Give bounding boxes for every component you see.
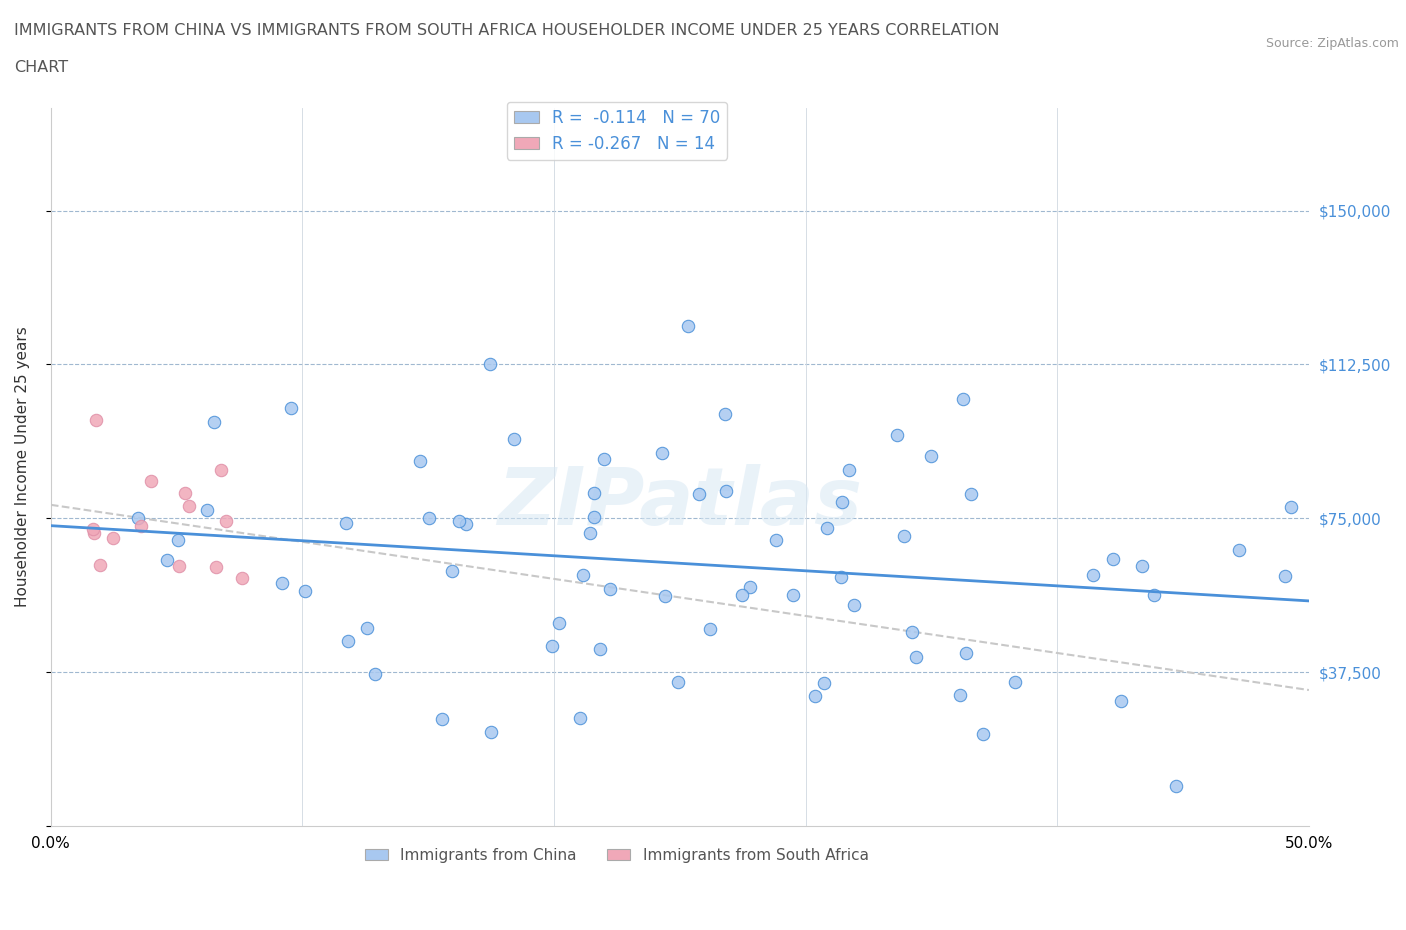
Point <box>418 511 440 525</box>
Point <box>336 633 359 648</box>
Text: CHART: CHART <box>14 60 67 75</box>
Point <box>579 525 602 540</box>
Point <box>215 513 238 528</box>
Point <box>842 597 865 612</box>
Point <box>813 675 835 690</box>
Point <box>197 502 219 517</box>
Point <box>127 511 149 525</box>
Point <box>103 531 125 546</box>
Point <box>738 579 761 594</box>
Point <box>1274 569 1296 584</box>
Point <box>905 650 928 665</box>
Point <box>831 495 853 510</box>
Point <box>569 711 592 725</box>
Point <box>583 485 606 500</box>
Point <box>202 415 225 430</box>
Point <box>1101 551 1123 566</box>
Point <box>714 484 737 498</box>
Point <box>280 401 302 416</box>
Point <box>1143 588 1166 603</box>
Point <box>1279 499 1302 514</box>
Point <box>139 473 162 488</box>
Point <box>1166 779 1188 794</box>
Point <box>169 559 191 574</box>
Point <box>920 448 942 463</box>
Point <box>82 522 104 537</box>
Point <box>167 533 190 548</box>
Point <box>948 687 970 702</box>
Point <box>599 581 621 596</box>
Point <box>409 454 432 469</box>
Point <box>1132 559 1154 574</box>
Point <box>765 532 787 547</box>
Point <box>1227 542 1250 557</box>
Point <box>479 725 502 740</box>
Point <box>678 318 700 333</box>
Point <box>294 583 316 598</box>
Text: ZIPatlas: ZIPatlas <box>498 464 862 542</box>
Point <box>364 667 387 682</box>
Point <box>582 510 605 525</box>
Point <box>441 564 464 578</box>
Point <box>731 588 754 603</box>
Text: Source: ZipAtlas.com: Source: ZipAtlas.com <box>1265 37 1399 50</box>
Point <box>156 552 179 567</box>
Point <box>838 462 860 477</box>
Point <box>1004 674 1026 689</box>
Point <box>972 726 994 741</box>
Point <box>592 451 614 466</box>
Text: IMMIGRANTS FROM CHINA VS IMMIGRANTS FROM SOUTH AFRICA HOUSEHOLDER INCOME UNDER 2: IMMIGRANTS FROM CHINA VS IMMIGRANTS FROM… <box>14 23 1000 38</box>
Point <box>666 675 689 690</box>
Point <box>479 356 502 371</box>
Point <box>231 570 253 585</box>
Point <box>548 616 571 631</box>
Point <box>815 521 838 536</box>
Point <box>179 498 201 513</box>
Point <box>205 560 228 575</box>
Point <box>174 485 197 500</box>
Point <box>503 432 526 446</box>
Point <box>699 621 721 636</box>
Point <box>271 575 294 590</box>
Point <box>589 642 612 657</box>
Point <box>960 486 983 501</box>
Y-axis label: Householder Income Under 25 years: Householder Income Under 25 years <box>15 326 30 607</box>
Point <box>1111 693 1133 708</box>
Point <box>572 567 595 582</box>
Point <box>209 463 232 478</box>
Point <box>688 486 710 501</box>
Point <box>447 514 470 529</box>
Point <box>335 515 357 530</box>
Point <box>356 620 378 635</box>
Point <box>83 526 105 541</box>
Point <box>886 428 908 443</box>
Point <box>782 588 804 603</box>
Point <box>651 445 673 460</box>
Legend: Immigrants from China, Immigrants from South Africa: Immigrants from China, Immigrants from S… <box>359 842 875 869</box>
Point <box>830 570 852 585</box>
Point <box>901 624 924 639</box>
Point <box>654 589 676 604</box>
Point <box>1081 567 1104 582</box>
Point <box>540 638 562 653</box>
Point <box>89 557 111 572</box>
Point <box>893 528 915 543</box>
Point <box>454 516 477 531</box>
Point <box>955 646 977 661</box>
Point <box>84 412 107 427</box>
Point <box>714 406 737 421</box>
Point <box>432 711 454 726</box>
Point <box>803 689 825 704</box>
Point <box>952 392 974 406</box>
Point <box>129 519 152 534</box>
